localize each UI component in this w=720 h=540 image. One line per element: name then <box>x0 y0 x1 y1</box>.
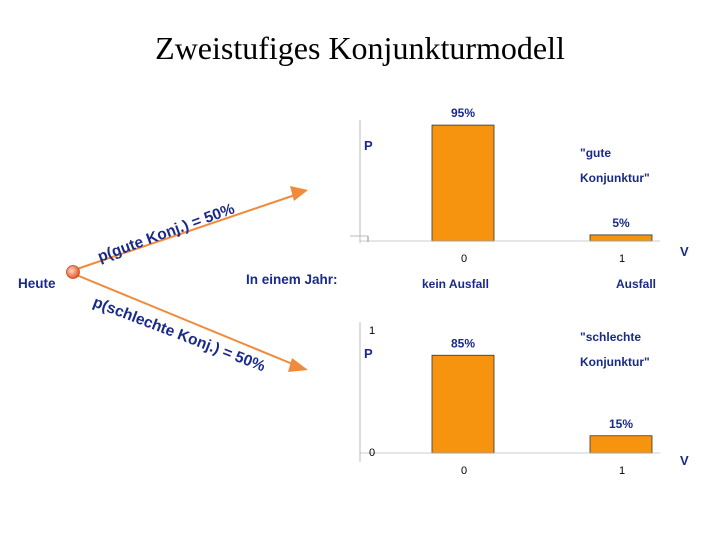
upper-bar-0 <box>431 124 495 242</box>
lower-chart: P V "schlechte Konjunktur" <box>359 322 689 468</box>
root-node-icon <box>66 265 80 279</box>
upper-branch-arrow <box>73 194 296 271</box>
lower-branch-arrow <box>73 273 296 366</box>
upper-branch-label: p(gute Konj.) = 50% <box>96 200 238 265</box>
upper-chart: P V "gute Konjunktur" <box>350 120 689 259</box>
upper-x-tick-label: 0 <box>461 253 467 265</box>
upper-annotation-line2: Konjunktur" <box>580 171 650 185</box>
lower-bar-value-label: 85% <box>451 336 475 350</box>
column-label-default: Ausfall <box>616 277 656 291</box>
lower-p-axis-title: P <box>364 346 373 361</box>
upper-p-axis-title: P <box>364 138 373 153</box>
lower-bar-0 <box>431 354 495 454</box>
upper-bar-1 <box>589 234 653 242</box>
root-label: Heute <box>18 276 56 291</box>
column-label-no-default: kein Ausfall <box>422 277 489 291</box>
lower-annotation-line1: "schlechte <box>580 330 641 344</box>
upper-x-tick-label: 1 <box>619 253 625 265</box>
upper-annotation-line1: "gute <box>580 146 611 160</box>
lower-x-tick-label: 1 <box>619 465 625 477</box>
lower-annotation-line2: Konjunktur" <box>580 355 650 369</box>
upper-arrowhead-icon <box>290 186 308 201</box>
lower-y-tick-label: 0 <box>369 447 375 459</box>
upper-bar-value-label: 95% <box>451 106 475 120</box>
lower-v-axis-title: V <box>680 453 689 468</box>
slide-title: Zweistufiges Konjunkturmodell <box>155 30 565 66</box>
lower-branch-label: p(schlechte Konj.) = 50% <box>91 294 268 376</box>
lower-arrowhead-icon <box>288 358 308 372</box>
lower-y-tick-label: 1 <box>369 325 375 337</box>
lower-x-tick-label: 0 <box>461 465 467 477</box>
upper-v-axis-title: V <box>680 244 689 259</box>
lower-bar-value-label: 15% <box>609 417 633 431</box>
bars-layer: 95% 0 5% 1 85% 0 15% 1 1 0 <box>360 106 660 477</box>
middle-label: In einem Jahr: <box>246 272 338 287</box>
lower-bar-1 <box>589 435 653 454</box>
upper-bar-value-label: 5% <box>612 216 630 230</box>
